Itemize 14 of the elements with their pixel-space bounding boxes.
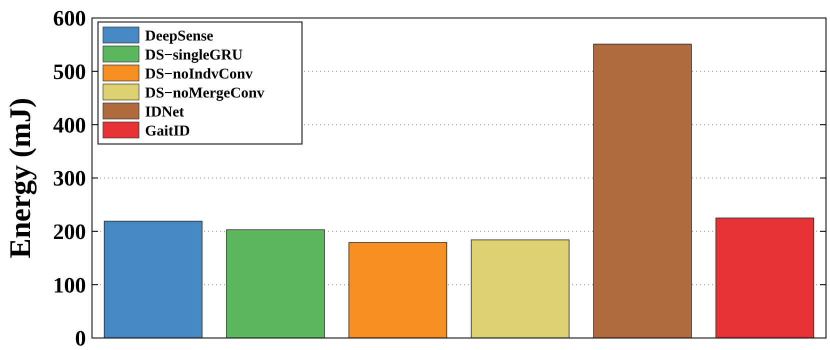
legend-label: IDNet [145, 104, 184, 120]
legend-label: DS−noMergeConv [145, 85, 265, 102]
y-tick-label: 300 [53, 166, 86, 191]
legend-label: DeepSense [145, 28, 214, 44]
legend-label: DS−noIndvConv [145, 66, 254, 82]
y-tick-label: 200 [53, 219, 86, 244]
y-axis-title: Energy (mJ) [4, 98, 37, 258]
legend-label: DS−singleGRU [145, 47, 243, 64]
y-tick-label: 0 [75, 326, 86, 350]
y-tick-label: 100 [53, 272, 86, 298]
legend-label: GaitID [145, 123, 190, 140]
y-tick-label: 400 [53, 112, 86, 138]
y-tick-label: 500 [53, 59, 86, 84]
y-tick-label: 600 [53, 6, 86, 31]
